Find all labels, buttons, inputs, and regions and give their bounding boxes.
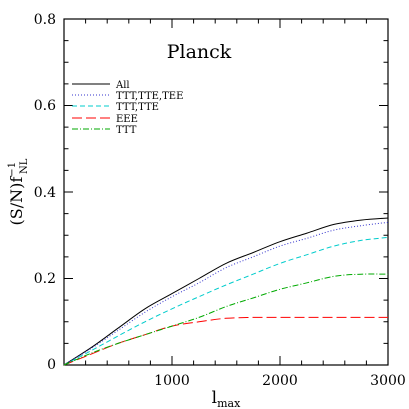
y-tick-label-1: 0.2 [34, 271, 56, 287]
legend-label-ttt-tte: TTT,TTE [116, 102, 159, 113]
legend: All TTT,TTE,TEE TTT,TTE EEE TTT [72, 80, 183, 136]
axis-ticks [64, 19, 388, 365]
y-tick-label-0: 0 [47, 357, 56, 373]
y-tick-label-4: 0.8 [34, 12, 56, 28]
legend-label-all: All [115, 80, 130, 91]
x-tick-label-2000: 2000 [262, 373, 298, 389]
y-axis-label-main: (S/N)f [7, 176, 26, 226]
y-tick-labels: 0 0.2 0.4 0.6 0.8 [34, 12, 56, 373]
series-line-ttt [63, 273, 389, 366]
y-axis-label: (S/N)f−1NL [7, 158, 30, 225]
legend-label-ttt: TTT [116, 125, 137, 136]
legend-label-ttt-tte-tee: TTT,TTE,TEE [116, 91, 183, 102]
y-axis-label-sup: −1 [7, 162, 18, 177]
series-layer [63, 217, 389, 366]
x-tick-labels: 1000 2000 3000 [154, 373, 406, 389]
x-tick-label-3000: 3000 [370, 373, 406, 389]
y-tick-label-2: 0.4 [34, 185, 56, 201]
plot-frame [63, 18, 389, 366]
series-line-eee [63, 316, 388, 366]
series-line-ttt-tte-tee [63, 221, 389, 366]
y-tick-label-3: 0.6 [34, 98, 56, 114]
x-axis-label: lmax [212, 388, 241, 409]
x-tick-label-1000: 1000 [154, 373, 190, 389]
series-line-ttt-tte [63, 236, 389, 366]
x-axis-label-base: l [212, 388, 217, 408]
legend-label-eee: EEE [116, 114, 138, 125]
series-line-all [63, 217, 389, 366]
chart-title: Planck [167, 41, 232, 63]
y-axis-label-sub: NL [19, 158, 30, 174]
x-axis-label-sub: max [217, 397, 241, 409]
